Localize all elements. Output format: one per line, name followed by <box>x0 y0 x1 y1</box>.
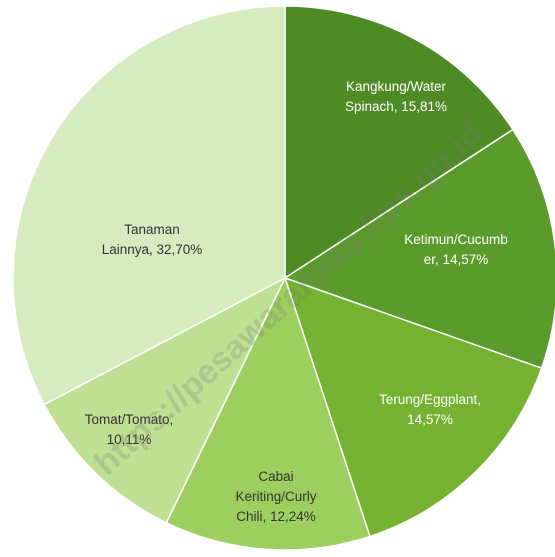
label-line: Tomat/Tomato, <box>85 412 174 427</box>
label-line: Chili, 12,24% <box>236 509 316 524</box>
pie-slice <box>165 276 371 551</box>
data-label: Cabai Keriting/Curly Chili, 12,24% <box>235 469 316 524</box>
label-line: Lainnya, 32,70% <box>102 242 203 257</box>
data-label: Kangkung/Water Spinach, 15,81% <box>345 79 447 114</box>
label-line: Ketimun/Cucumb <box>404 232 508 247</box>
data-label: Terung/Eggplant, 14,57% <box>379 392 481 427</box>
pie-slice <box>12 5 286 406</box>
label-line: er, 14,57% <box>424 252 489 267</box>
label-line: Spinach, 15,81% <box>345 99 447 114</box>
label-line: Terung/Eggplant, <box>379 392 481 407</box>
pie-slice <box>43 276 287 524</box>
label-line: Kangkung/Water <box>346 79 447 94</box>
label-line: Cabai <box>258 469 293 484</box>
data-label: Tanaman Lainnya, 32,70% <box>102 222 203 257</box>
label-line: 14,57% <box>407 412 453 427</box>
data-label: Ketimun/Cucumb er, 14,57% <box>404 232 508 267</box>
label-line: Tanaman <box>124 222 180 237</box>
label-line: Keriting/Curly <box>235 489 316 504</box>
pie-slice <box>284 5 514 280</box>
data-label: Tomat/Tomato, 10,11% <box>85 412 174 447</box>
label-line: 10,11% <box>107 432 152 447</box>
